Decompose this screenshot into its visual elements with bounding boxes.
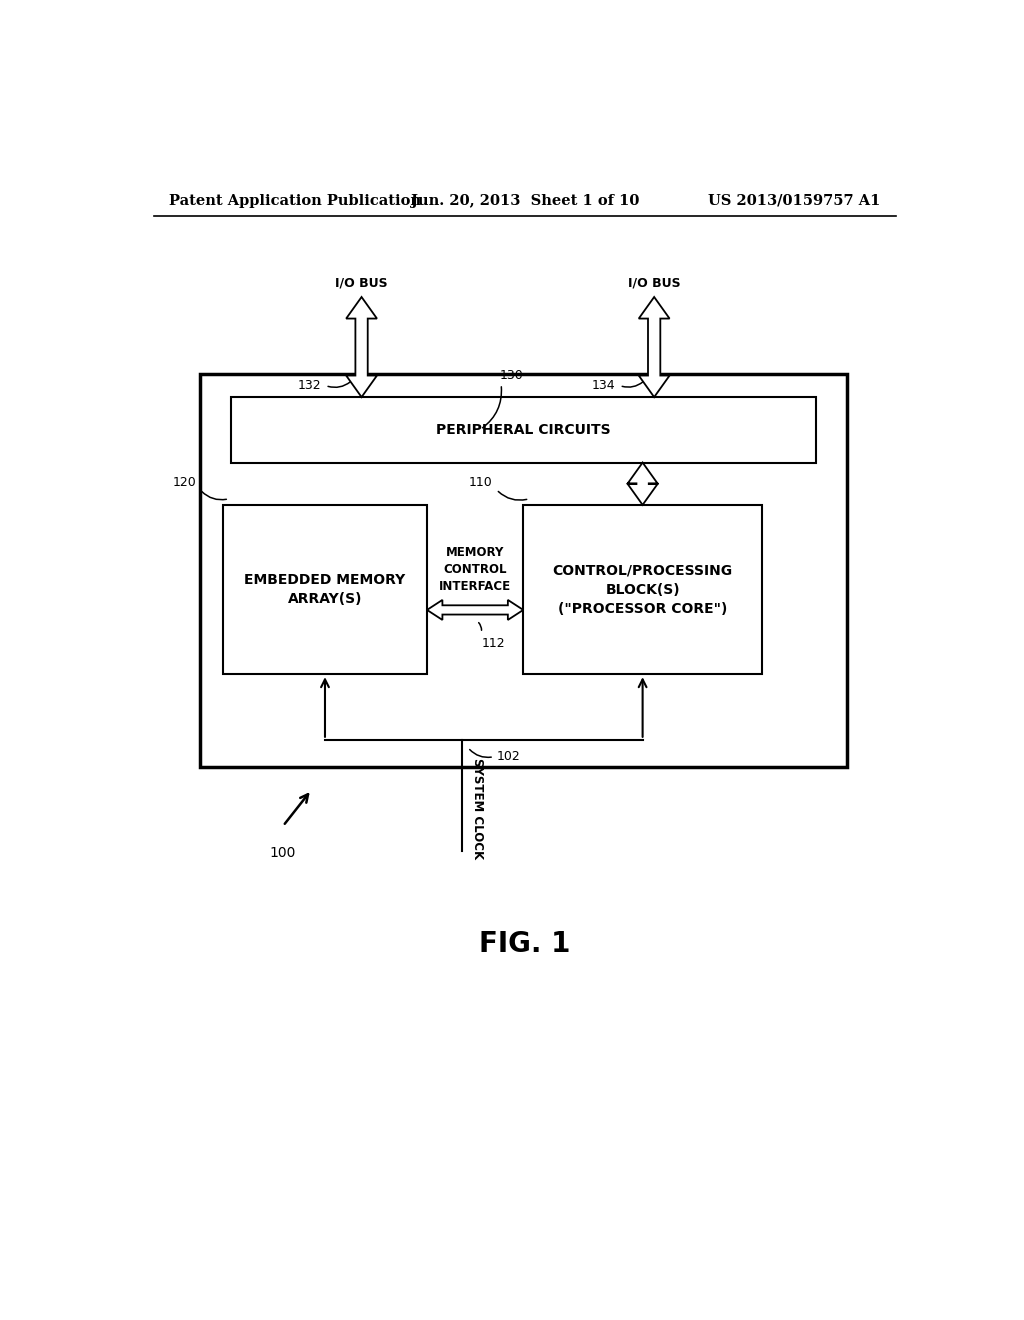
Polygon shape [427, 599, 523, 620]
Text: 130: 130 [500, 368, 523, 381]
Text: 102: 102 [497, 750, 520, 763]
Text: 120: 120 [172, 477, 196, 490]
Polygon shape [628, 462, 658, 506]
Bar [230, 397, 816, 462]
Bar [200, 374, 847, 767]
Text: I/O BUS: I/O BUS [335, 276, 388, 289]
Text: CONTROL/PROCESSING
BLOCK(S)
("PROCESSOR CORE"): CONTROL/PROCESSING BLOCK(S) ("PROCESSOR … [553, 564, 733, 616]
Polygon shape [346, 297, 377, 397]
Text: 110: 110 [469, 477, 493, 490]
Text: I/O BUS: I/O BUS [628, 276, 681, 289]
Text: SYSTEM CLOCK: SYSTEM CLOCK [471, 759, 484, 859]
Text: 100: 100 [269, 846, 296, 861]
Text: Jun. 20, 2013  Sheet 1 of 10: Jun. 20, 2013 Sheet 1 of 10 [411, 194, 639, 207]
Text: PERIPHERAL CIRCUITS: PERIPHERAL CIRCUITS [436, 422, 610, 437]
Text: EMBEDDED MEMORY
ARRAY(S): EMBEDDED MEMORY ARRAY(S) [245, 573, 406, 606]
Bar [523, 506, 762, 675]
Text: 132: 132 [298, 379, 322, 392]
Polygon shape [639, 297, 670, 397]
Bar [223, 506, 427, 675]
Text: 112: 112 [481, 636, 505, 649]
Text: MEMORY
CONTROL
INTERFACE: MEMORY CONTROL INTERFACE [439, 545, 511, 593]
Text: 134: 134 [592, 379, 615, 392]
Text: Patent Application Publication: Patent Application Publication [169, 194, 421, 207]
Text: FIG. 1: FIG. 1 [479, 929, 570, 958]
Text: US 2013/0159757 A1: US 2013/0159757 A1 [709, 194, 881, 207]
